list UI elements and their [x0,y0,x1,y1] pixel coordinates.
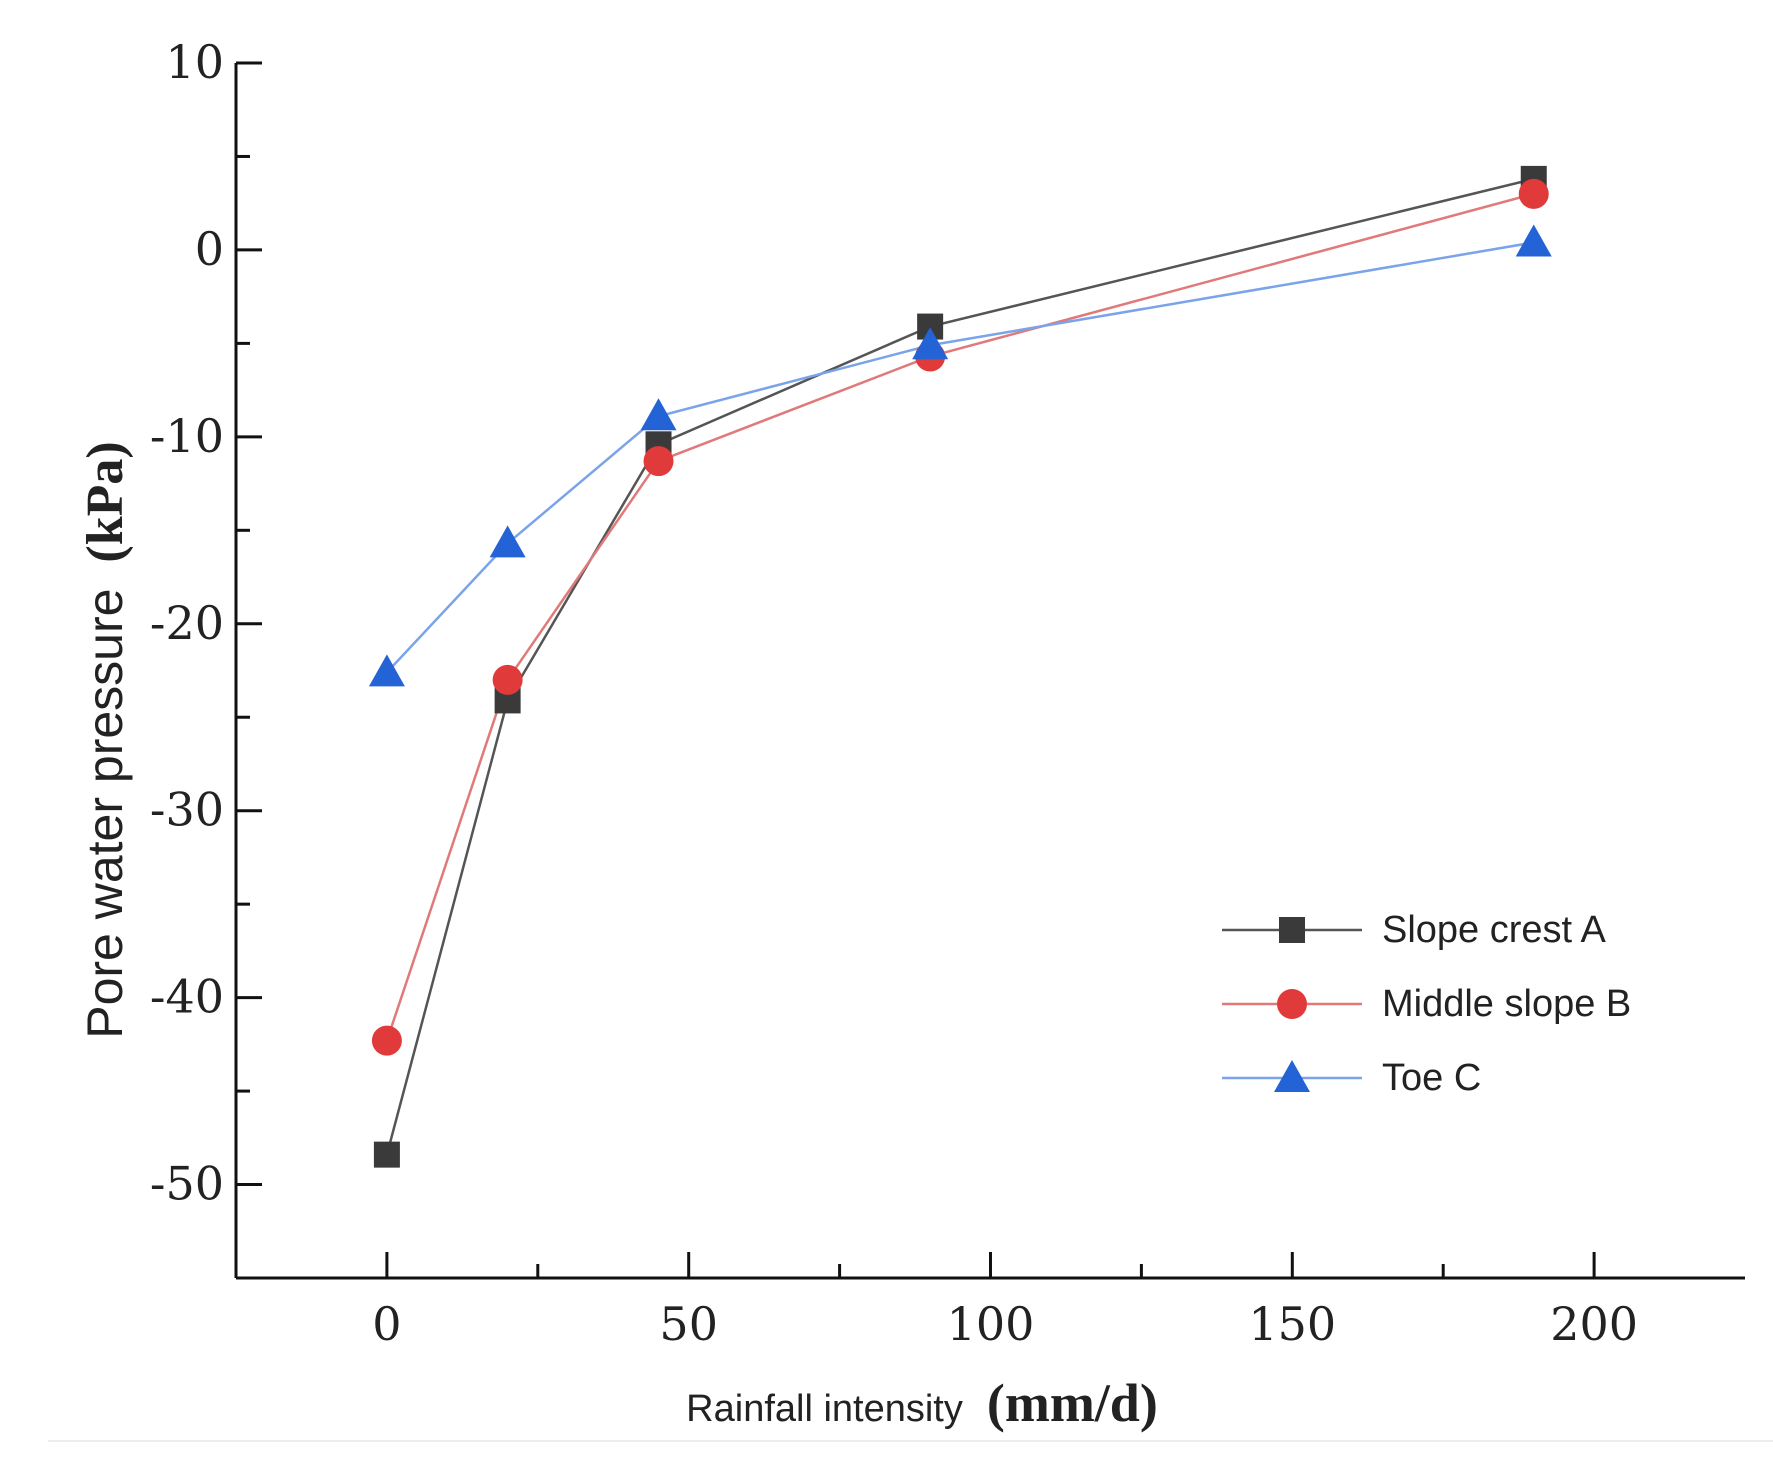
x-axis-label: Rainfall intensity (mm/d) [686,1373,1158,1433]
legend-item-toe-c: Toe C [1222,1057,1481,1099]
legend-marker [1277,989,1307,1019]
legend: Slope crest A Middle slope B Toe C [1222,909,1631,1099]
legend-item-middle-slope-b: Middle slope B [1222,983,1631,1025]
data-point-toe-c [489,525,526,558]
y-axis-label-unit: (kPa) [77,441,134,562]
x-tick-label: 200 [1550,1297,1638,1351]
legend-item-slope-crest-a: Slope crest A [1222,909,1607,951]
legend-label: Middle slope B [1382,983,1631,1025]
x-tick-label: 0 [372,1297,401,1351]
y-tick-label: -20 [150,596,224,650]
data-point-toe-c [368,654,405,687]
legend-marker [1274,1060,1310,1092]
data-point-middle-slope-b [492,664,523,695]
legend-label: Slope crest A [1382,909,1607,951]
series-lines [385,177,1535,1155]
y-axis-label-text: Pore water pressure [77,589,133,1039]
x-tick-label: 100 [947,1297,1035,1351]
x-tick-label: 150 [1248,1297,1336,1351]
data-point-toe-c [640,398,677,431]
data-point-slope-crest-a [373,1141,400,1168]
series-markers [368,165,1552,1168]
x-tick-label: 50 [659,1297,718,1351]
y-tick-label: -50 [150,1157,224,1211]
y-tick-label: -30 [150,783,224,837]
y-tick-label: 0 [195,222,224,276]
legend-marker [1279,917,1305,943]
data-point-middle-slope-b [371,1025,402,1056]
data-point-toe-c [912,327,949,360]
data-point-toe-c [1515,224,1552,257]
x-axis-ticks: 0 50 100 150 200 [372,1252,1638,1351]
y-tick-label: -40 [150,970,224,1024]
bottom-divider [48,1440,1773,1442]
legend-label: Toe C [1382,1057,1481,1099]
axes: 100-10-20-30-40-50 0 50 100 150 200 [150,35,1745,1351]
y-tick-label: 10 [165,35,224,89]
x-axis-label-unit: (mm/d) [987,1373,1158,1433]
series-line-toe-c [385,241,1534,674]
series-line-middle-slope-b [385,192,1535,1042]
data-point-middle-slope-b [643,446,674,477]
data-point-middle-slope-b [1518,178,1549,209]
y-axis-ticks: 10 0 -10 -20 -30 -40 -50 [150,35,262,1211]
y-axis-label: Pore water pressure (kPa) [77,441,134,1039]
series-line-slope-crest-a [385,177,1535,1155]
x-axis-label-text: Rainfall intensity [686,1388,963,1430]
y-tick-label: -10 [150,409,224,463]
